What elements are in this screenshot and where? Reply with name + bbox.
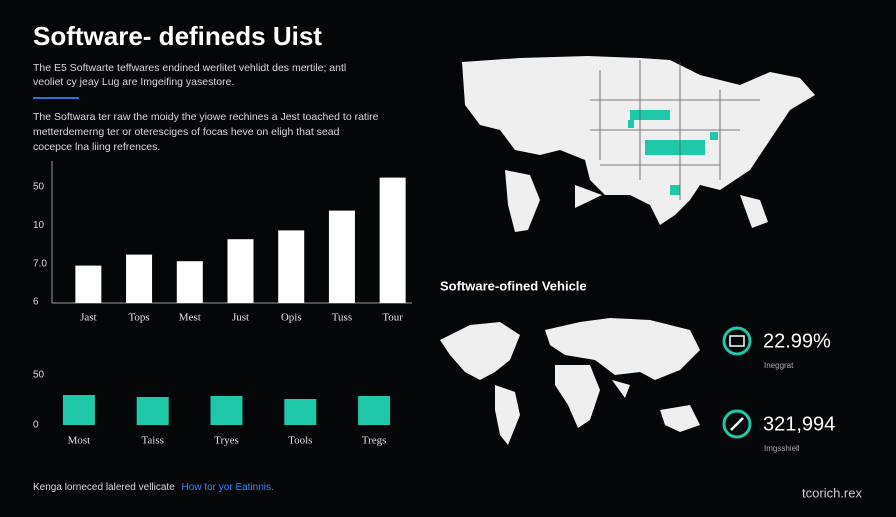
stat-icon (722, 326, 752, 356)
bar (136, 397, 169, 425)
x-tick-label: Tregs (362, 435, 387, 447)
x-tick-label: Taiss (141, 435, 163, 447)
title: Software- defineds Uist (33, 21, 322, 51)
stat-label: Imgsshiell (764, 444, 800, 453)
watermark: tcorich.rex (802, 485, 862, 500)
footer-text: Kenga lorneced lalered vellicate (33, 482, 175, 493)
x-tick-label: Tops (128, 312, 149, 324)
bar (227, 239, 254, 303)
bar (62, 395, 95, 425)
stat-value: 22.99% (763, 330, 831, 352)
x-tick-label: Tuss (332, 312, 352, 324)
bar (126, 254, 153, 303)
map-caption: Software-ofined Vehicle (440, 278, 587, 293)
y-tick-label: 50 (33, 370, 45, 381)
paragraph: The Softwara ter raw the moidy the yiowe… (33, 111, 379, 123)
bar (328, 210, 355, 303)
x-tick-label: Opis (281, 312, 302, 324)
paragraph: metterdemerng ter or oteresciges of foca… (33, 126, 340, 138)
bar (176, 261, 203, 303)
paragraph: cocepce lna liing refrences. (33, 141, 160, 153)
subtitle: The E5 Softwarte teffwares endined werli… (33, 62, 346, 74)
x-tick-label: Tools (288, 435, 312, 447)
bar (75, 265, 102, 303)
bar (379, 177, 406, 303)
y-tick-label: 7.0 (33, 258, 47, 269)
bar (210, 396, 243, 425)
subtitle: veoliet cy jeay Lug are Imgeifing yasest… (33, 76, 234, 88)
y-tick-label: 6 (33, 297, 39, 308)
stat-label: Ineggrat (764, 361, 794, 370)
world-map (440, 318, 700, 445)
x-tick-label: Tour (382, 312, 403, 324)
bar (278, 230, 305, 303)
x-tick-label: Most (68, 435, 91, 447)
bar (284, 399, 317, 425)
y-tick-label: 0 (33, 420, 39, 431)
x-tick-label: Jast (80, 312, 97, 324)
footer-link[interactable]: How tor yor Eatinnis. (182, 482, 274, 493)
stat-icon (722, 409, 752, 439)
bar (358, 396, 391, 425)
divider (33, 97, 79, 99)
x-tick-label: Mest (179, 312, 201, 324)
footer: Kenga lorneced lalered vellicate How tor… (33, 482, 274, 493)
y-tick-label: 10 (33, 220, 45, 231)
stat-value: 321,994 (763, 413, 835, 435)
x-tick-label: Just (232, 312, 249, 324)
y-tick-label: 50 (33, 182, 45, 193)
us-map (462, 56, 815, 232)
x-tick-label: Tryes (214, 435, 239, 447)
